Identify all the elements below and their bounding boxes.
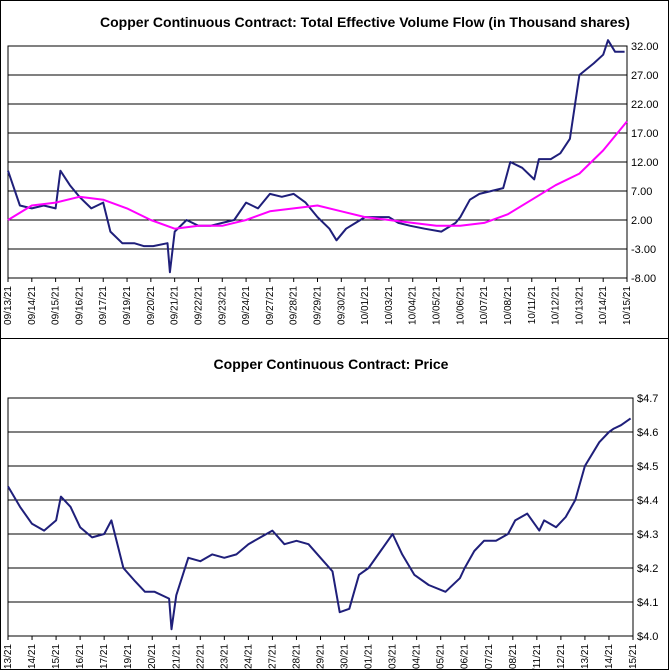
price-x-tick-label: 09/22/21: [195, 644, 206, 670]
price-x-tick-label: 09/28/21: [291, 644, 302, 670]
volume-x-tick-label: 09/24/21: [241, 286, 252, 325]
price-x-tick-label: 09/15/21: [51, 644, 62, 670]
price-x-tick-label: 09/27/21: [267, 644, 278, 670]
price-x-tick-label: 09/17/21: [99, 644, 110, 670]
volume-x-tick-label: 10/03/21: [384, 286, 395, 325]
price-y-tick-label: $4.6: [637, 427, 658, 439]
price-x-tick-label: 10/04/21: [412, 644, 423, 670]
price-x-tick-label: 09/19/21: [123, 644, 134, 670]
price-x-tick-label: 09/29/21: [316, 644, 327, 670]
price-series-1-line: [7, 417, 632, 631]
price-x-tick-label: 09/13/21: [3, 644, 14, 670]
volume-y-tick-label: 12.00: [631, 157, 659, 169]
volume-x-tick-label: 10/14/21: [598, 286, 609, 325]
price-y-tick-label: $4.1: [637, 597, 658, 609]
volume-series-1-line: [7, 39, 625, 274]
volume-x-tick-label: 09/22/21: [193, 286, 204, 325]
price-y-tick-label: $4.5: [637, 461, 658, 473]
price-x-tick-label: 10/05/21: [436, 644, 447, 670]
volume-x-tick-label: 10/13/21: [574, 286, 585, 325]
volume-y-tick-label: 2.00: [631, 215, 652, 227]
volume-x-tick-label: 09/17/21: [98, 286, 109, 325]
volume-x-tick-label: 10/15/21: [622, 286, 633, 325]
volume-x-tick-label: 09/19/21: [122, 286, 133, 325]
price-x-tick-label: 10/06/21: [460, 644, 471, 670]
volume-x-tick-label: 10/06/21: [455, 286, 466, 325]
volume-x-tick-label: 09/13/21: [3, 286, 14, 325]
volume-chart-title: Copper Continuous Contract: Total Effect…: [100, 14, 630, 30]
price-x-tick-label: 09/14/21: [27, 644, 38, 670]
volume-x-tick-label: 09/20/21: [146, 286, 157, 325]
volume-y-tick-label: 22.00: [631, 99, 659, 111]
price-x-tick-label: 10/14/21: [604, 644, 615, 670]
price-y-tick-label: $4.2: [637, 563, 658, 575]
price-x-tick-label: 09/20/21: [147, 644, 158, 670]
price-x-tick-label: 09/30/21: [340, 644, 351, 670]
volume-x-tick-label: 09/14/21: [27, 286, 38, 325]
volume-y-tick-label: 32.00: [631, 41, 659, 53]
volume-x-tick-label: 09/23/21: [217, 286, 228, 325]
price-x-tick-label: 09/24/21: [243, 644, 254, 670]
price-y-tick-label: $4.3: [637, 529, 658, 541]
price-x-tick-label: 09/21/21: [171, 644, 182, 670]
volume-y-tick-label: -8.00: [631, 273, 656, 285]
volume-x-tick-label: 10/11/21: [527, 286, 538, 325]
price-y-tick-label: $4.7: [637, 393, 658, 405]
volume-x-tick-label: 10/07/21: [479, 286, 490, 325]
volume-y-tick-label: 17.00: [631, 128, 659, 140]
volume-y-tick-label: 7.00: [631, 186, 652, 198]
volume-x-tick-label: 10/12/21: [551, 286, 562, 325]
volume-x-tick-label: 09/30/21: [336, 286, 347, 325]
price-y-tick-label: $4.0: [637, 631, 658, 643]
volume-x-tick-label: 09/27/21: [265, 286, 276, 325]
volume-y-tick-label: -3.00: [631, 244, 656, 256]
price-x-tick-label: 10/07/21: [484, 644, 495, 670]
price-x-tick-label: 10/13/21: [580, 644, 591, 670]
volume-x-tick-label: 09/16/21: [74, 286, 85, 325]
price-x-tick-label: 10/01/21: [364, 644, 375, 670]
price-x-tick-label: 09/23/21: [219, 644, 230, 670]
panel-divider: [0, 338, 669, 339]
price-plot-area: [7, 397, 634, 637]
price-x-tick-label: 10/11/21: [532, 644, 543, 670]
volume-y-tick-label: 27.00: [631, 70, 659, 82]
volume-x-tick-label: 09/29/21: [313, 286, 324, 325]
volume-x-tick-label: 10/04/21: [408, 286, 419, 325]
volume-x-tick-label: 09/21/21: [170, 286, 181, 325]
volume-x-tick-label: 09/28/21: [289, 286, 300, 325]
price-x-tick-label: 10/03/21: [388, 644, 399, 670]
volume-series-2-line: [7, 120, 628, 230]
price-x-tick-label: 10/15/21: [628, 644, 639, 670]
price-x-tick-label: 09/16/21: [75, 644, 86, 670]
price-y-tick-label: $4.4: [637, 495, 658, 507]
price-x-tick-label: 10/12/21: [556, 644, 567, 670]
price-x-tick-label: 10/08/21: [508, 644, 519, 670]
volume-x-tick-label: 10/01/21: [360, 286, 371, 325]
price-chart-title: Copper Continuous Contract: Price: [214, 356, 449, 372]
volume-x-tick-label: 10/05/21: [432, 286, 443, 325]
volume-x-tick-label: 10/08/21: [503, 286, 514, 325]
volume-x-tick-label: 09/15/21: [51, 286, 62, 325]
